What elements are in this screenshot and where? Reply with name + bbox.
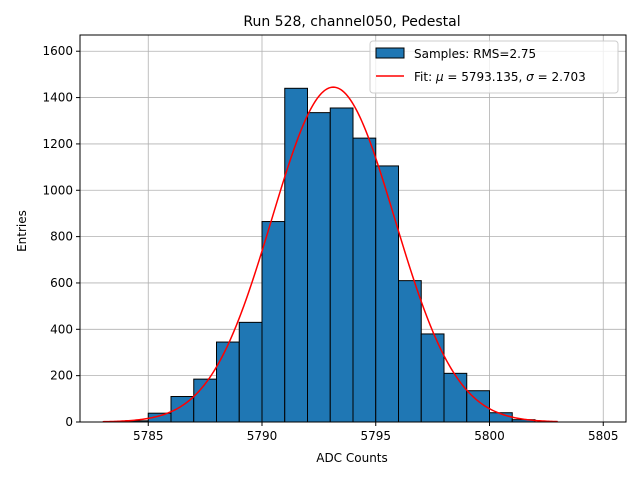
histogram-bar bbox=[375, 165, 399, 423]
histogram-bar bbox=[193, 378, 217, 423]
legend-label-histogram: Samples: RMS=2.75 bbox=[414, 47, 536, 61]
x-tick-label: 5800 bbox=[474, 429, 505, 443]
y-axis-label: Entries bbox=[15, 210, 29, 252]
legend-fit-prefix: Fit: bbox=[414, 70, 436, 84]
histogram-bar bbox=[216, 341, 240, 423]
y-tick-label: 1600 bbox=[42, 44, 73, 58]
x-tick-label: 5795 bbox=[360, 429, 391, 443]
y-tick-label: 1200 bbox=[42, 137, 73, 151]
y-tick-label: 1400 bbox=[42, 91, 73, 105]
y-tick-label: 0 bbox=[65, 415, 73, 429]
legend-fit-mu-symbol: μ bbox=[435, 70, 444, 84]
chart-title: Run 528, channel050, Pedestal bbox=[243, 14, 460, 30]
fit-curve bbox=[102, 86, 558, 423]
x-tick-label: 5785 bbox=[133, 429, 164, 443]
histogram-bar bbox=[284, 87, 308, 423]
histogram-bar bbox=[261, 221, 286, 423]
histogram-bar bbox=[238, 321, 263, 423]
legend-fit-sigma-value: = 2.703 bbox=[534, 70, 586, 84]
histogram-bar bbox=[352, 137, 377, 423]
histogram-bar bbox=[443, 372, 468, 423]
histogram-bar bbox=[329, 107, 354, 423]
legend-fit-mu-value: = 5793.135, bbox=[444, 70, 527, 84]
legend-label-fit: Fit: μ = 5793.135, σ = 2.703 bbox=[414, 70, 586, 84]
y-tick-label: 200 bbox=[50, 369, 73, 383]
y-axis-ticks: 0 200 400 600 800 1000 1200 1400 1600 bbox=[42, 44, 80, 429]
legend-fit-sigma-symbol: σ bbox=[526, 70, 534, 84]
y-tick-label: 1000 bbox=[42, 183, 73, 197]
x-tick-label: 5805 bbox=[588, 429, 619, 443]
y-tick-label: 400 bbox=[50, 322, 73, 336]
x-axis-label: ADC Counts bbox=[316, 451, 388, 465]
x-axis-ticks: 5785 5790 5795 5800 5805 bbox=[133, 422, 619, 443]
axes-frame bbox=[79, 34, 627, 423]
y-tick-label: 600 bbox=[50, 276, 73, 290]
legend-box bbox=[369, 40, 619, 94]
histogram-bar bbox=[307, 112, 331, 423]
histogram-bars bbox=[125, 87, 536, 423]
histogram-bar bbox=[398, 280, 422, 423]
y-tick-label: 800 bbox=[50, 230, 73, 244]
legend-swatch-histogram bbox=[375, 47, 405, 59]
legend: Samples: RMS=2.75 Fit: μ = 5793.135, σ =… bbox=[369, 40, 619, 94]
x-tick-label: 5790 bbox=[247, 429, 278, 443]
